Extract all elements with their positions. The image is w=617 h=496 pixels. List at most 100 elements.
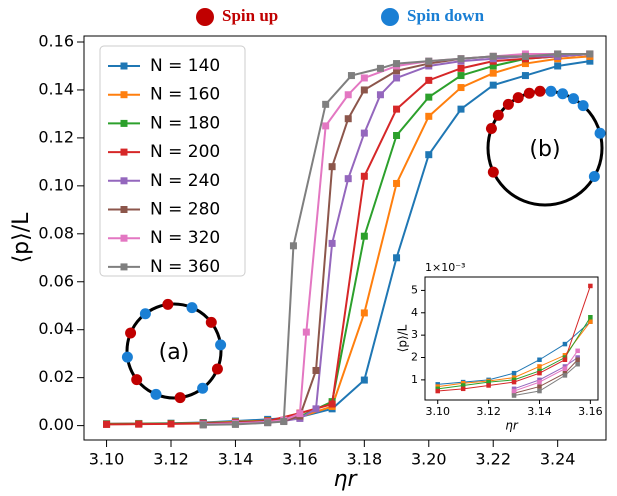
marker <box>537 379 542 385</box>
spin-dot <box>485 123 497 135</box>
marker <box>167 420 175 428</box>
spin-dot <box>588 171 600 182</box>
marker <box>435 388 440 394</box>
spin-dot <box>545 85 557 97</box>
legend-box <box>99 45 246 277</box>
marker <box>554 62 562 70</box>
marker <box>562 341 568 347</box>
series-line <box>106 52 590 426</box>
marker <box>562 366 568 371</box>
marker <box>575 357 580 362</box>
y-tick-label: 0.08 <box>38 223 74 242</box>
x-tick-label: 3.16 <box>578 405 603 418</box>
x-tick-label: 3.16 <box>282 450 318 469</box>
legend-marker <box>120 119 128 127</box>
marker <box>511 393 517 398</box>
marker <box>360 309 368 317</box>
ring <box>125 302 223 400</box>
marker <box>489 52 497 60</box>
marker <box>328 163 336 171</box>
spin-dot <box>211 363 223 375</box>
marker <box>103 420 111 428</box>
legend-marker <box>120 263 128 271</box>
marker <box>562 357 568 362</box>
legend: N = 140 N = 160 N = 180 N = 200 N = 240 N = 2… <box>99 45 246 277</box>
x-tick-label: 3.24 <box>540 450 576 469</box>
spin-dot <box>139 308 151 320</box>
spin-dot <box>487 166 499 178</box>
offset-label: 1×10⁻³ <box>425 261 465 274</box>
x-axis-label: ηr <box>334 467 359 492</box>
spin-dot <box>174 392 186 404</box>
spin-dot <box>215 339 227 351</box>
marker <box>135 420 143 428</box>
marker <box>328 239 336 247</box>
marker <box>511 388 517 394</box>
y-tick-label: 0.04 <box>38 319 74 338</box>
spin-dot <box>492 109 504 121</box>
marker <box>511 370 517 376</box>
legend-marker <box>120 177 128 185</box>
marker <box>586 50 594 58</box>
spin-dot <box>512 92 524 104</box>
x-tick-label: 3.14 <box>527 405 552 418</box>
series-line <box>513 350 579 392</box>
marker <box>344 115 352 123</box>
marker <box>537 357 542 362</box>
marker <box>457 72 465 80</box>
spin-dot <box>150 388 162 400</box>
marker <box>393 254 401 262</box>
series-line <box>203 52 590 426</box>
spin-up-dot <box>196 8 214 26</box>
marker <box>376 91 384 99</box>
ring-label: (b) <box>529 137 560 162</box>
spin-dot <box>568 93 579 105</box>
marker <box>393 132 401 140</box>
marker <box>393 74 401 82</box>
marker <box>562 373 568 378</box>
marker <box>231 420 239 428</box>
marker <box>360 376 368 384</box>
spin-dot <box>594 127 606 139</box>
spin-dot <box>523 87 535 99</box>
y-tick-label: 0.16 <box>38 31 74 50</box>
legend-label: N = 140 <box>150 56 220 76</box>
ring-label: (a) <box>159 340 190 365</box>
x-tick-label: 3.12 <box>153 450 189 469</box>
y-tick-label: 0.02 <box>38 367 74 386</box>
marker <box>425 112 433 120</box>
x-tick-label: 3.14 <box>218 450 254 469</box>
marker <box>588 283 593 289</box>
spin-up-label: Spin up <box>222 6 278 25</box>
y-tick-label: 5 <box>411 283 418 296</box>
marker <box>489 69 497 77</box>
series-line <box>513 363 578 397</box>
marker <box>360 172 368 180</box>
marker <box>521 72 529 80</box>
legend-label: N = 320 <box>150 228 220 248</box>
y-axis-label: ⟨p⟩/L <box>9 212 34 264</box>
marker <box>537 370 542 376</box>
x-tick-label: 3.18 <box>347 450 383 469</box>
legend-label: N = 240 <box>150 171 220 191</box>
spin-dot <box>162 298 174 310</box>
marker <box>457 105 465 113</box>
legend-label: N = 360 <box>150 257 220 277</box>
marker <box>460 386 466 392</box>
marker <box>376 64 384 72</box>
legend-marker <box>120 62 128 70</box>
marker <box>521 52 529 60</box>
series-line <box>513 357 578 390</box>
marker <box>486 383 491 388</box>
x-tick-label: 3.12 <box>476 405 501 418</box>
spin-dot <box>131 374 143 386</box>
marker <box>489 62 497 70</box>
x-tick-label: 3.20 <box>411 450 447 469</box>
marker <box>393 179 401 187</box>
marker <box>457 84 465 92</box>
legend-marker <box>120 234 128 242</box>
legend-label: N = 160 <box>150 85 220 105</box>
marker <box>393 105 401 113</box>
marker <box>199 421 207 429</box>
spin-dot <box>125 327 137 339</box>
